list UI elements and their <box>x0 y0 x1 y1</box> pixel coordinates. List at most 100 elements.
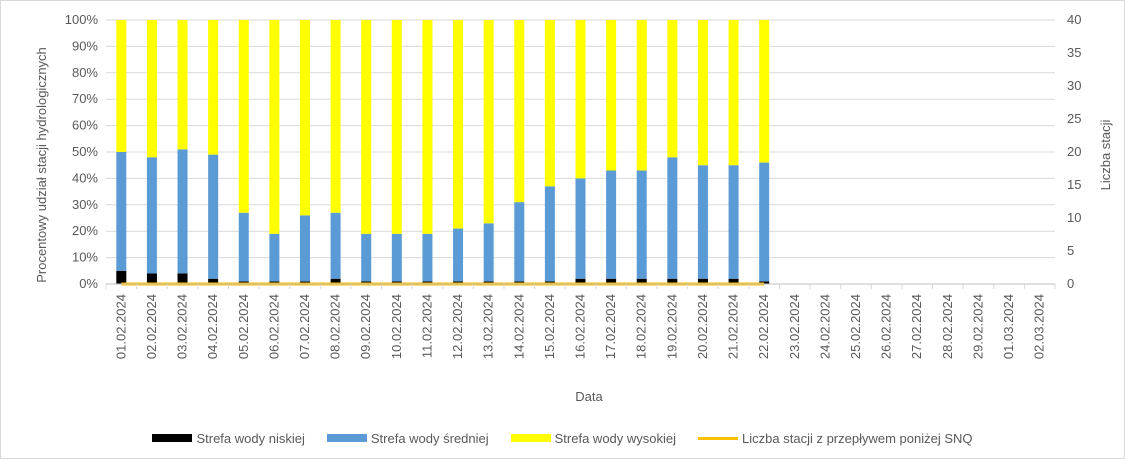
x-tick-label: 21.02.2024 <box>726 294 741 359</box>
y-axis-left: 0% 10% 20% 30% 40% 50% 60% 70% 80% 90% 100% <box>65 12 99 291</box>
bar-series <box>116 20 770 284</box>
x-tick-label: 17.02.2024 <box>603 294 618 359</box>
bar-segment-2 <box>636 20 647 171</box>
bar-segment-0 <box>208 278 219 284</box>
x-tick-label: 06.02.2024 <box>266 294 281 359</box>
x-tick-label: 03.02.2024 <box>175 294 190 359</box>
y-left-tick-label: 100% <box>65 12 99 27</box>
bar-segment-2 <box>177 20 188 150</box>
x-tick-label: 04.02.2024 <box>205 294 220 359</box>
legend-swatch-low <box>152 434 193 442</box>
bar-segment-1 <box>391 233 402 282</box>
y-right-tick-label: 35 <box>1067 45 1081 60</box>
bar-segment-0 <box>116 270 127 284</box>
bar-segment-1 <box>514 202 525 282</box>
bar-segment-2 <box>361 20 372 234</box>
x-tick-label: 28.02.2024 <box>940 294 955 359</box>
legend-swatch-medium <box>326 434 367 442</box>
bar-segment-0 <box>728 278 739 284</box>
x-tick-label: 11.02.2024 <box>419 294 434 358</box>
bar-segment-2 <box>299 20 310 216</box>
x-tick-label: 16.02.2024 <box>573 294 588 359</box>
x-tick-label: 01.02.2024 <box>113 294 128 359</box>
x-tick-label: 23.02.2024 <box>787 294 802 359</box>
y-right-tick-label: 25 <box>1067 111 1081 126</box>
y-left-tick-label: 10% <box>72 250 98 265</box>
bar-segment-0 <box>146 273 157 284</box>
bar-segment-2 <box>208 20 219 155</box>
legend-label-high: Strefa wody wysokiej <box>554 430 677 446</box>
bar-segment-1 <box>299 215 310 282</box>
bar-segment-2 <box>759 20 770 163</box>
y-left-tick-label: 60% <box>72 118 98 133</box>
y-right-tick-label: 20 <box>1067 144 1081 159</box>
y-right-tick-label: 10 <box>1067 210 1081 225</box>
bar-segment-2 <box>697 20 708 166</box>
legend-label-medium: Strefa wody średniej <box>370 430 489 446</box>
bar-segment-0 <box>667 278 678 284</box>
x-tick-label: 07.02.2024 <box>297 294 312 359</box>
x-tick-label: 13.02.2024 <box>481 294 496 359</box>
x-tick-label: 09.02.2024 <box>358 294 373 359</box>
bar-segment-2 <box>575 20 586 179</box>
x-tick-label: 20.02.2024 <box>695 294 710 359</box>
y-right-tick-label: 40 <box>1067 12 1081 27</box>
y-left-tick-label: 80% <box>72 65 98 80</box>
legend: Strefa wody niskiej Strefa wody średniej… <box>0 427 1125 449</box>
bar-segment-1 <box>330 212 341 279</box>
bar-segment-2 <box>238 20 249 213</box>
y-left-tick-label: 0% <box>79 276 98 291</box>
legend-swatch-snq <box>698 436 739 440</box>
x-tick-label: 18.02.2024 <box>634 294 649 359</box>
x-tick-label: 24.02.2024 <box>817 294 832 359</box>
bar-segment-2 <box>116 20 127 152</box>
y-right-tick-label: 30 <box>1067 78 1081 93</box>
bar-segment-0 <box>697 278 708 284</box>
x-tick-label: 26.02.2024 <box>879 294 894 359</box>
bar-segment-0 <box>177 273 188 284</box>
y-right-tick-label: 0 <box>1067 276 1074 291</box>
y-right-tick-label: 5 <box>1067 243 1074 258</box>
x-tick-label: 25.02.2024 <box>848 294 863 359</box>
x-tick-label: 27.02.2024 <box>909 294 924 359</box>
y-left-tick-label: 50% <box>72 144 98 159</box>
bar-segment-1 <box>116 152 127 271</box>
y-axis-right: 0 5 10 15 20 25 30 35 40 <box>1067 12 1081 291</box>
legend-item-snq: Liczba stacji z przepływem poniżej SNQ <box>698 431 973 446</box>
x-axis: 01.02.2024 02.02.2024 03.02.2024 04.02.2024… <box>105 283 1056 359</box>
bar-segment-2 <box>667 20 678 158</box>
bar-segment-1 <box>636 170 647 279</box>
bar-segment-1 <box>606 170 617 279</box>
x-tick-label: 05.02.2024 <box>236 294 251 359</box>
bar-segment-2 <box>483 20 494 224</box>
bar-segment-1 <box>361 233 372 282</box>
bar-segment-2 <box>391 20 402 234</box>
bar-segment-2 <box>453 20 464 229</box>
x-tick-label: 12.02.2024 <box>450 294 465 359</box>
legend-item-high: Strefa wody wysokiej <box>510 430 677 446</box>
x-tick-label: 29.02.2024 <box>970 294 985 359</box>
bar-segment-0 <box>330 278 341 284</box>
y-left-tick-label: 70% <box>72 91 98 106</box>
x-tick-label: 19.02.2024 <box>664 294 679 359</box>
x-tick-label: 01.03.2024 <box>1001 294 1016 359</box>
bar-segment-1 <box>146 157 157 274</box>
y-right-tick-label: 15 <box>1067 177 1081 192</box>
bar-segment-1 <box>483 223 494 282</box>
bar-segment-1 <box>667 157 678 279</box>
legend-item-low: Strefa wody niskiej <box>152 430 305 446</box>
bar-segment-1 <box>575 178 586 279</box>
y-axis-left-title: Procentowy udział stacji hydrologicznych <box>34 47 49 283</box>
y-left-tick-label: 90% <box>72 38 98 53</box>
legend-label-low: Strefa wody niskiej <box>196 430 305 446</box>
bar-segment-2 <box>544 20 555 187</box>
x-tick-label: 22.02.2024 <box>756 294 771 359</box>
bar-segment-2 <box>606 20 617 171</box>
bar-segment-2 <box>422 20 433 234</box>
bar-segment-2 <box>514 20 525 203</box>
chart-canvas: 0% 10% 20% 30% 40% 50% 60% 70% 80% 90% 100% 0 5 10 15… <box>34 12 1113 404</box>
x-tick-label: 15.02.2024 <box>542 294 557 359</box>
bar-segment-0 <box>575 278 586 284</box>
bar-segment-2 <box>728 20 739 166</box>
x-tick-label: 02.02.2024 <box>144 294 159 359</box>
